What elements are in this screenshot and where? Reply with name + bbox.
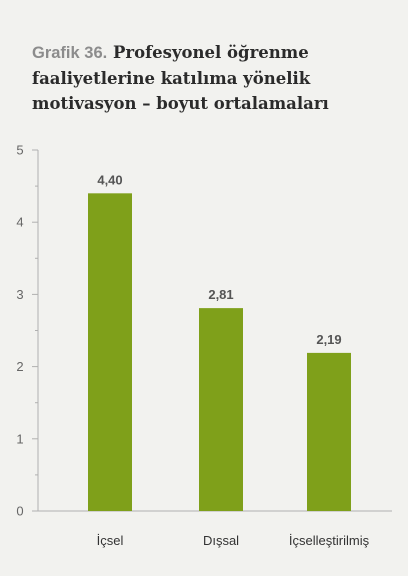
category-label: İçsel [97, 533, 124, 548]
y-tick-label: 2 [16, 359, 23, 374]
y-tick-label: 3 [16, 287, 23, 302]
y-tick-label: 5 [16, 143, 23, 158]
y-tick-label: 4 [16, 215, 23, 230]
bar [199, 308, 243, 511]
data-label: 2,19 [316, 332, 341, 347]
chart-title-prefix: Grafik 36. [32, 44, 108, 62]
chart-title: Grafik 36. Profesyonel öğrenme faaliyetl… [32, 40, 392, 116]
category-label: İçselleştirilmiş [289, 533, 370, 548]
bar [88, 193, 132, 511]
data-label: 4,40 [97, 172, 122, 187]
y-tick-label: 0 [16, 504, 23, 519]
category-label: Dışsal [203, 533, 239, 548]
category-labels: İçsel Dışsal İçselleştirilmiş [97, 533, 370, 548]
data-labels: 4,40 2,81 2,19 [97, 172, 341, 347]
chart-title-text: Profesyonel öğrenme faaliyetlerine katıl… [32, 43, 329, 113]
bar [307, 352, 351, 511]
bars [88, 193, 351, 511]
y-tick-label: 1 [16, 431, 23, 446]
data-label: 2,81 [208, 287, 233, 302]
